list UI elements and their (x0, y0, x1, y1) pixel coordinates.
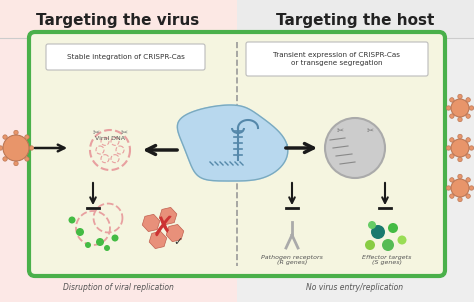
Circle shape (3, 157, 7, 161)
Text: ✂: ✂ (92, 127, 100, 137)
Circle shape (458, 197, 462, 202)
Circle shape (450, 98, 454, 102)
Circle shape (466, 154, 470, 158)
Circle shape (365, 240, 375, 250)
Circle shape (450, 154, 454, 158)
Circle shape (388, 223, 398, 233)
FancyBboxPatch shape (29, 32, 445, 276)
Circle shape (3, 135, 29, 161)
Circle shape (466, 194, 470, 198)
FancyBboxPatch shape (46, 44, 205, 70)
Circle shape (450, 178, 454, 182)
Text: ✂: ✂ (120, 127, 128, 137)
Circle shape (466, 138, 470, 142)
Circle shape (451, 139, 469, 157)
FancyBboxPatch shape (237, 0, 474, 38)
Circle shape (466, 178, 470, 182)
Circle shape (29, 146, 34, 150)
Text: ✗: ✗ (151, 214, 174, 242)
Text: Stable integration of CRISPR-Cas: Stable integration of CRISPR-Cas (67, 54, 185, 60)
Circle shape (104, 245, 110, 251)
Circle shape (458, 174, 462, 179)
Circle shape (458, 134, 462, 139)
Circle shape (382, 239, 394, 251)
FancyBboxPatch shape (246, 42, 428, 76)
Circle shape (14, 130, 18, 135)
Circle shape (368, 221, 376, 229)
Circle shape (69, 217, 75, 223)
Circle shape (3, 135, 7, 139)
Circle shape (451, 179, 469, 197)
Text: No virus entry/replication: No virus entry/replication (306, 284, 403, 293)
Circle shape (447, 106, 451, 110)
Circle shape (466, 98, 470, 102)
Circle shape (469, 106, 474, 110)
Circle shape (325, 118, 385, 178)
Circle shape (450, 194, 454, 198)
Circle shape (450, 114, 454, 118)
Circle shape (85, 242, 91, 248)
Circle shape (398, 236, 407, 245)
Circle shape (76, 228, 84, 236)
Circle shape (451, 99, 469, 117)
Circle shape (25, 135, 29, 139)
Circle shape (447, 146, 451, 150)
Text: Targeting the virus: Targeting the virus (36, 12, 200, 27)
Circle shape (0, 146, 3, 150)
Text: ✂: ✂ (366, 126, 374, 134)
Text: Effector targets
(S genes): Effector targets (S genes) (362, 255, 412, 265)
Circle shape (447, 186, 451, 190)
Circle shape (96, 238, 104, 246)
Circle shape (466, 114, 470, 118)
Circle shape (469, 146, 474, 150)
Circle shape (450, 138, 454, 142)
Circle shape (458, 157, 462, 162)
Circle shape (458, 117, 462, 122)
Circle shape (111, 234, 118, 242)
Circle shape (371, 225, 385, 239)
Text: ✂: ✂ (337, 126, 344, 134)
Text: ✓: ✓ (173, 237, 182, 247)
Circle shape (469, 186, 474, 190)
Text: Viral DNA: Viral DNA (95, 136, 125, 140)
Text: Disruption of viral replication: Disruption of viral replication (63, 284, 173, 293)
FancyBboxPatch shape (0, 0, 237, 38)
Circle shape (458, 94, 462, 99)
FancyBboxPatch shape (0, 0, 237, 302)
Text: Pathogen receptors
(R genes): Pathogen receptors (R genes) (261, 255, 323, 265)
Circle shape (14, 161, 18, 166)
FancyBboxPatch shape (237, 0, 474, 302)
Polygon shape (177, 105, 288, 181)
Text: Targeting the host: Targeting the host (276, 12, 434, 27)
Circle shape (25, 157, 29, 161)
Text: Transient expression of CRISPR-Cas
or transgene segregation: Transient expression of CRISPR-Cas or tr… (273, 53, 401, 66)
